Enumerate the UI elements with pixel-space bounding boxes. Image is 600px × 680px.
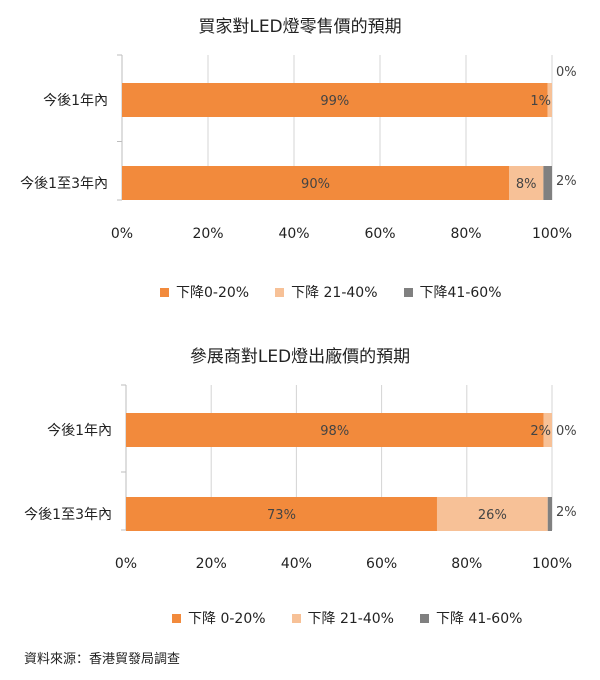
chart-1-legend: 下降0-20% 下降 21-40% 下降41-60% (160, 282, 528, 302)
x-tick-label: 80% (450, 226, 481, 242)
data-label: 8% (516, 177, 537, 192)
x-tick-label: 80% (451, 556, 482, 572)
x-tick-label: 60% (366, 556, 397, 572)
legend-label: 下降 41-60% (435, 611, 523, 627)
legend-label: 下降0-20% (176, 285, 250, 301)
bar-segment (436, 497, 548, 531)
bar-segment (126, 497, 437, 531)
legend-item: 下降 21-40% (291, 608, 394, 628)
bar-segment (126, 413, 544, 447)
bar-segment (547, 497, 552, 531)
category-label: 今後1年內 (47, 423, 112, 439)
bar-segment (547, 83, 552, 117)
bar-segment (509, 166, 544, 200)
data-label: 2% (556, 505, 577, 520)
data-label: 0% (556, 424, 577, 439)
bar-segment (122, 83, 548, 117)
data-label: 26% (478, 508, 507, 523)
category-label: 今後1至3年內 (20, 176, 108, 192)
chart-1-title: 買家對LED燈零售價的預期 (198, 17, 402, 37)
x-tick-label: 20% (196, 556, 227, 572)
legend-swatch (172, 613, 181, 623)
legend-label: 下降 21-40% (291, 285, 378, 301)
bar-segment (543, 413, 552, 447)
x-tick-label: 40% (281, 556, 312, 572)
category-label: 今後1至3年內 (24, 507, 112, 523)
x-tick-label: 0% (115, 556, 137, 572)
legend-label: 下降 0-20% (188, 611, 266, 627)
data-label: 2% (530, 424, 551, 439)
x-tick-label: 40% (278, 226, 309, 242)
legend-swatch (275, 287, 285, 297)
data-label: 90% (301, 177, 330, 192)
x-tick-label: 100% (532, 556, 572, 572)
x-tick-label: 20% (192, 226, 223, 242)
data-label: 98% (320, 424, 349, 439)
bar-segment (543, 166, 552, 200)
chart-2-plot: 0% 20% 40% 60% 80% 100% 今後1年內 98% 2% 0% 今後1至3年內 73%… (24, 384, 577, 572)
legend-label: 下降41-60% (419, 285, 502, 301)
legend-item: 下降 21-40% (275, 282, 378, 302)
legend-item: 下降0-20% (160, 282, 249, 302)
legend-item: 下降41-60% (403, 282, 502, 302)
chart-1-plot: 0% 20% 40% 60% 80% 100% 今後1年內 99% 1% 0% 今後1至3年內 90%… (20, 54, 577, 242)
legend-label: 下降 21-40% (307, 611, 394, 627)
legend-item: 下降 41-60% (419, 608, 523, 628)
data-label: 1% (530, 94, 551, 109)
chart-2-legend: 下降 0-20% 下降 21-40% 下降 41-60% (172, 608, 548, 628)
x-tick-label: 60% (364, 226, 395, 242)
x-tick-label: 100% (532, 226, 572, 242)
legend-swatch (291, 613, 301, 623)
legend-swatch (419, 613, 429, 623)
data-label: 2% (556, 174, 577, 189)
source-note: 資料來源：香港貿發局調查 (24, 652, 181, 667)
data-label: 73% (267, 508, 296, 523)
legend-swatch (160, 287, 169, 297)
bar-segment (122, 166, 509, 200)
x-tick-label: 0% (111, 226, 133, 242)
chart-2-title: 參展商對LED燈出廠價的預期 (189, 347, 411, 367)
legend-item: 下降 0-20% (172, 608, 266, 628)
category-label: 今後1年內 (43, 93, 108, 109)
data-label: 99% (320, 94, 349, 109)
data-label: 0% (556, 65, 577, 80)
legend-swatch (403, 287, 413, 297)
